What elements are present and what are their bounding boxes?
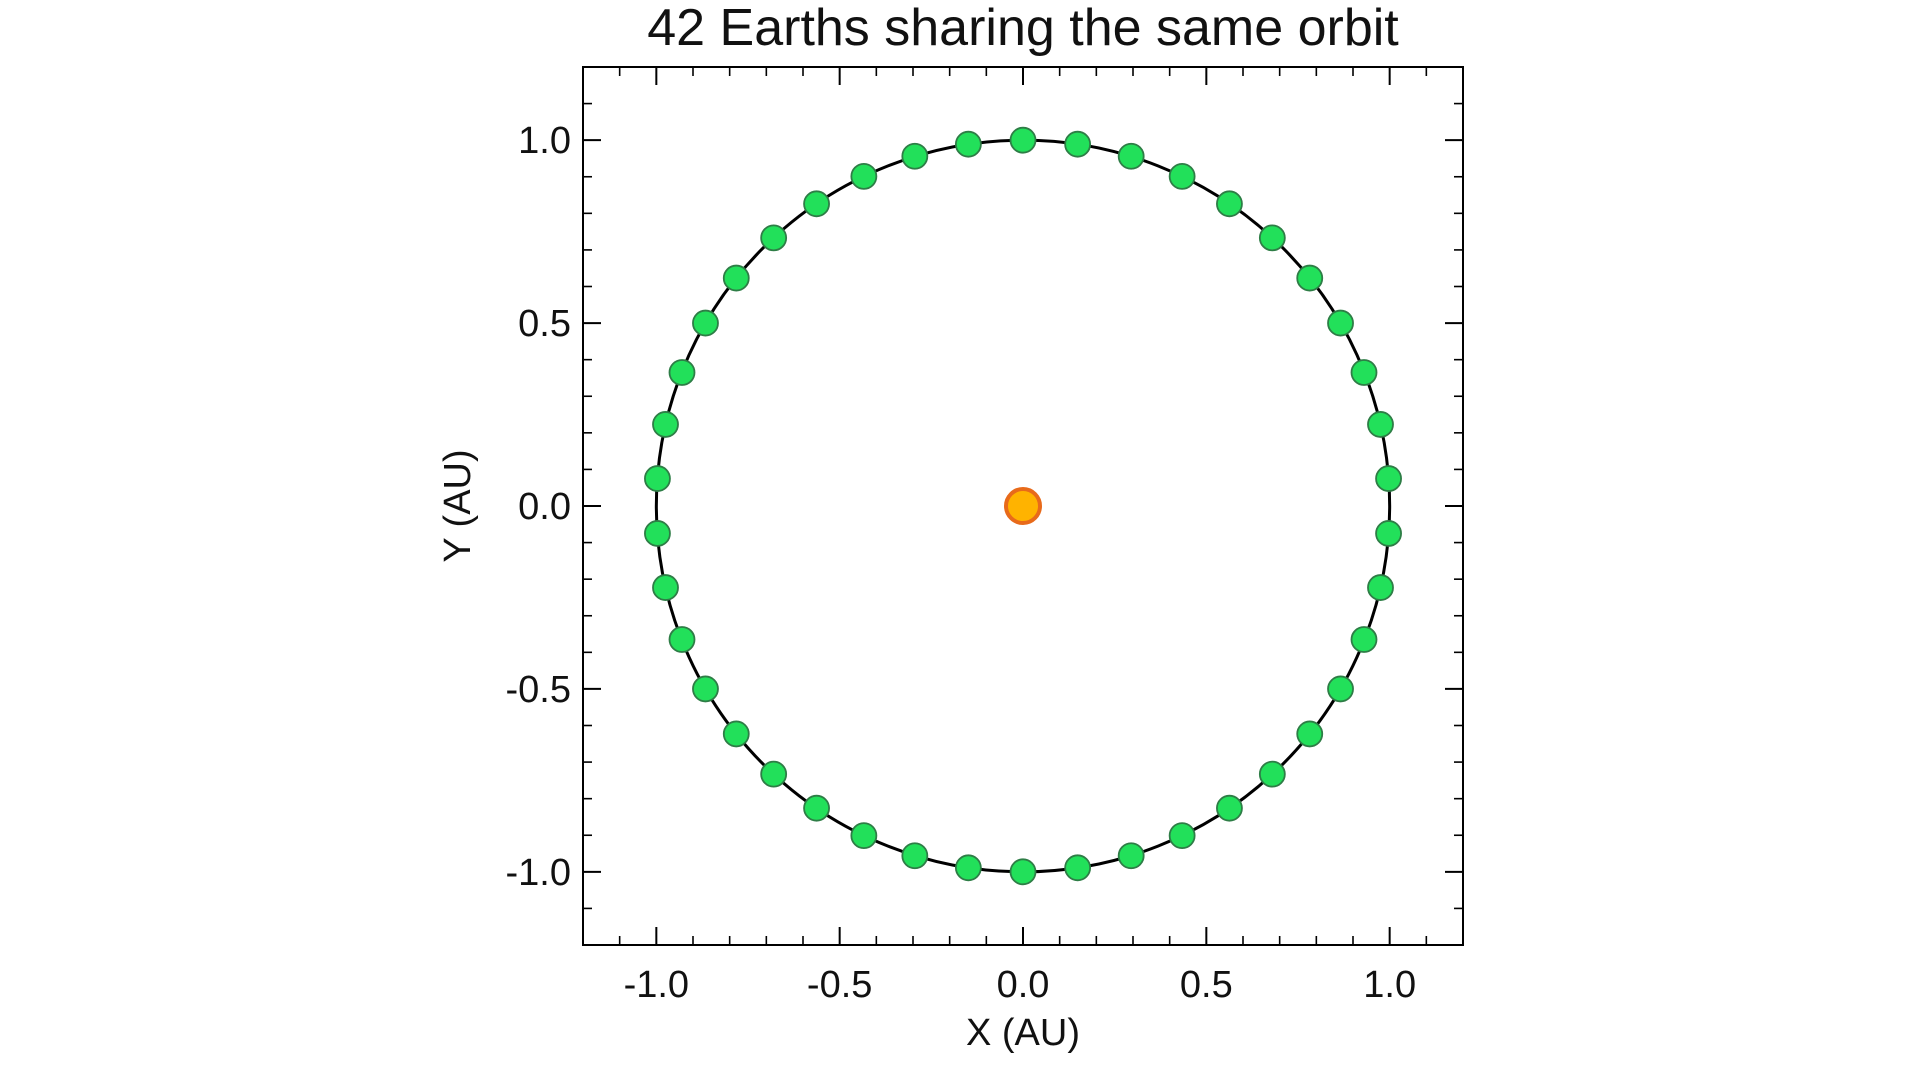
earth-point — [644, 465, 671, 492]
major-ticks — [583, 67, 1463, 945]
earth-point — [668, 626, 696, 653]
earth-point — [901, 142, 929, 170]
earth-point — [1258, 224, 1286, 252]
earth-point — [1009, 858, 1037, 886]
plot-area — [582, 66, 1464, 946]
earth-point — [1350, 626, 1378, 653]
y-tick-label: 0.0 — [518, 486, 571, 528]
earth-point — [1258, 760, 1286, 788]
earth-point — [1296, 720, 1324, 748]
earth-point — [722, 720, 750, 748]
earth-point — [954, 854, 982, 882]
y-axis-label: Y (AU) — [437, 449, 479, 562]
earth-point — [1064, 854, 1092, 882]
earth-point — [954, 130, 982, 158]
earth-point — [652, 411, 679, 438]
earth-point — [760, 224, 788, 252]
y-tick-label: -0.5 — [506, 669, 571, 711]
minor-ticks — [582, 66, 1464, 946]
x-tick-label: -0.5 — [807, 964, 872, 1006]
earth-point — [652, 574, 679, 601]
earth-point — [668, 359, 696, 386]
earth-point — [803, 190, 830, 218]
earth-point — [1296, 264, 1324, 292]
sun-layer — [1004, 487, 1042, 525]
sun-marker — [1004, 487, 1042, 525]
earth-point — [1327, 675, 1354, 703]
earth-point — [1168, 162, 1196, 190]
x-tick-labels: -1.0 -0.5 0.0 0.5 1.0 — [624, 964, 1416, 1006]
earth-point — [1117, 842, 1145, 870]
earth-point — [722, 264, 750, 292]
earth-points — [644, 126, 1402, 886]
earth-point — [1216, 794, 1243, 822]
earth-point — [1327, 309, 1354, 337]
earth-point — [1168, 822, 1196, 850]
earth-point — [1009, 126, 1037, 154]
y-tick-label: 0.5 — [518, 303, 571, 345]
earth-point — [760, 760, 788, 788]
earth-point — [692, 309, 719, 337]
earth-point — [1375, 465, 1402, 492]
x-tick-label: 0.0 — [997, 964, 1050, 1006]
y-tick-label: -1.0 — [506, 852, 571, 894]
earth-point — [1375, 520, 1402, 547]
earth-point — [901, 842, 929, 870]
chart-title: 42 Earths sharing the same orbit — [647, 0, 1399, 57]
earth-point — [803, 794, 830, 822]
earth-point — [1117, 142, 1145, 170]
earth-point — [1064, 130, 1092, 158]
earth-point — [1350, 359, 1378, 386]
earth-point — [692, 675, 719, 703]
earth-point — [1367, 574, 1394, 601]
earth-point — [850, 162, 878, 190]
x-axis-label: X (AU) — [966, 1012, 1080, 1054]
x-tick-label: 1.0 — [1363, 964, 1416, 1006]
x-tick-label: 0.5 — [1180, 964, 1233, 1006]
earth-point — [1367, 411, 1394, 438]
earth-point — [850, 822, 878, 850]
y-tick-label: 1.0 — [518, 120, 571, 162]
earth-point — [644, 520, 671, 547]
y-tick-labels: -1.0 -0.5 0.0 0.5 1.0 — [506, 120, 571, 894]
x-tick-label: -1.0 — [624, 964, 689, 1006]
earth-point — [1216, 190, 1243, 218]
